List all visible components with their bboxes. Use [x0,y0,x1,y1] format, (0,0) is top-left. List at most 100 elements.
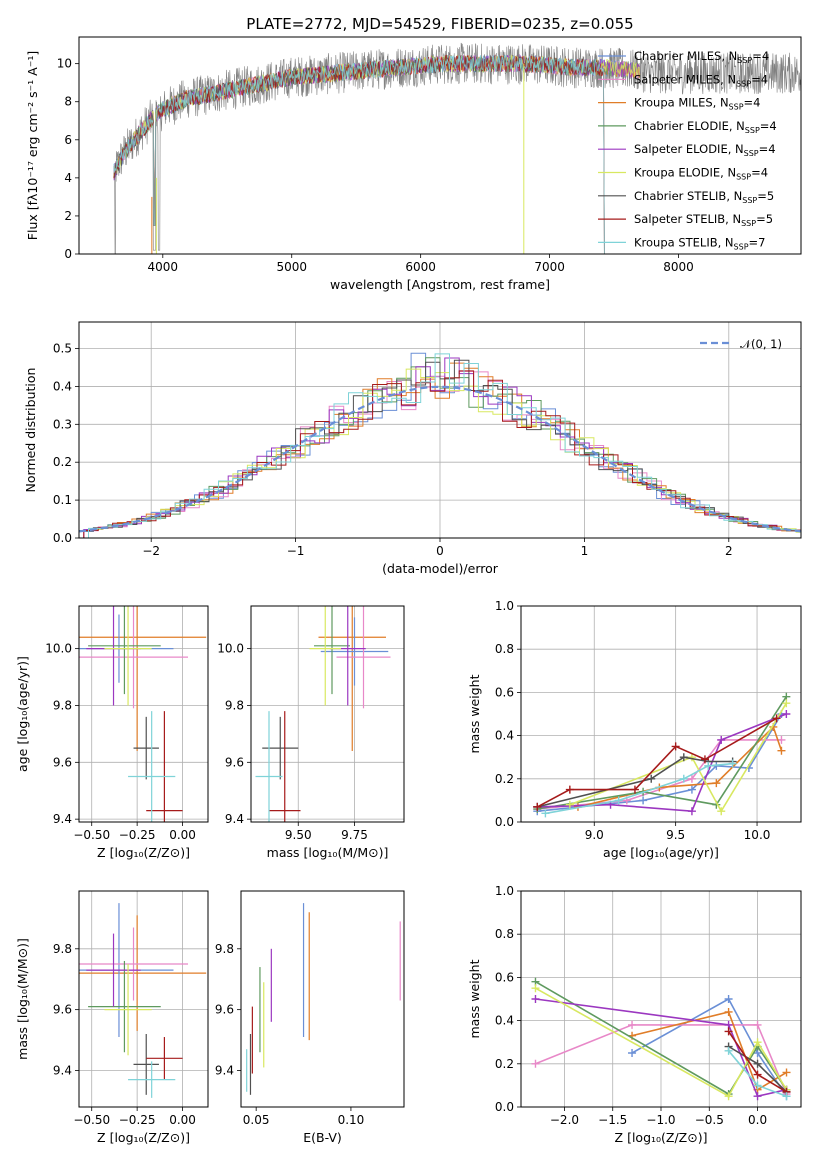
mass-vs-ebv-panel: 0.05 0.10 9.4 9.6 9.8 E(B-V) [215,890,405,1145]
y-tick-label: 4 [64,171,72,185]
legend-label: Chabrier ELODIE, N [634,119,745,133]
y-tick-label: 0.8 [495,927,514,941]
y-tick-label: 9.6 [215,1003,234,1017]
x-tick-label: −1.0 [646,1113,675,1127]
y-tick-label: 0.4 [495,729,514,743]
x-tick-label: −0.25 [119,828,156,842]
y-tick-label: 9.4 [215,1063,234,1077]
plot-area [79,352,801,538]
x-tick-label: 8000 [663,260,694,274]
legend-sub: SSP [729,103,744,112]
series-line-KroupaELODIE [569,702,787,813]
y-tick-label: 0.5 [53,342,72,356]
axes-frame [240,890,405,1108]
x-tick-label: 2 [725,544,733,558]
marker-SalpeterSTELIB [724,1027,733,1036]
y-tick-label: 9.6 [225,755,244,769]
legend-sub: SSP [745,126,760,135]
y-axis-label: mass [log₁₀(M/M⊙)] [15,938,30,1060]
marker-KroupaSTELIB [728,759,737,768]
marker-KroupaSTELIB [782,1092,791,1101]
x-tick-label: 0.0 [748,1113,767,1127]
series-line-KroupaMILES [577,725,783,808]
legend-entry-KroupaMILES: Kroupa MILES, NSSP=4 [634,96,760,112]
series-line-ChabrierMILES [631,997,788,1097]
plot-area [113,42,801,254]
y-tick-label: 10.0 [217,642,244,656]
y-tick-label: 0.2 [495,772,514,786]
legend-sub: SSP [736,173,751,182]
legend-value: =4 [751,72,768,86]
marker-SalpeterSTELIB [565,785,574,794]
series-line-SalpeterMILES [535,1024,788,1095]
y-tick-label: 9.6 [53,755,72,769]
marker-ChabrierMILES [628,1049,637,1057]
legend-label: Kroupa MILES, N [634,96,729,110]
y-tick-label: 9.8 [225,698,244,712]
marker-ChabrierSTELIB [753,1059,762,1068]
legend-label: Salpeter ELODIE, N [634,142,744,156]
marker-SalpeterSTELIB [671,742,680,751]
x-tick-label: −0.50 [73,828,110,842]
legend-label: Salpeter MILES, N [634,72,736,86]
plot-area [79,903,207,1098]
axes-frame [78,36,802,255]
x-tick-label: −2 [142,544,160,558]
y-axis-label: Normed distribution [23,368,38,493]
x-tick-label: 7000 [534,260,565,274]
marker-ChabrierMILES [687,785,696,794]
y-tick-label: 9.4 [53,812,72,826]
marker-SalpeterSTELIB [533,802,542,811]
legend-sub: SSP [736,79,751,88]
histogram-KroupaSTELIB [88,353,801,538]
marker-KroupaSTELIB [679,774,688,783]
y-tick-label: 0.6 [495,970,514,984]
x-tick-label: 1 [581,544,589,558]
x-tick-label: −1 [287,544,305,558]
marker-KroupaMILES [724,1007,733,1016]
x-tick-label: −0.25 [119,1113,156,1127]
x-tick-label: 0.00 [169,1113,196,1127]
y-tick-label: 1.0 [495,599,514,613]
legend-sub: SSP [742,196,757,205]
marker-ChabrierMILES [724,995,733,1003]
y-tick-label: 9.4 [225,812,244,826]
x-axis-label: E(B-V) [303,1130,342,1145]
marker-SalpeterELODIE [531,995,540,1003]
y-tick-label: 9.8 [53,942,72,956]
legend-value: =4 [751,166,768,180]
series-line-ChabrierMILES [537,713,783,812]
y-tick-label: 0.4 [53,379,72,393]
x-tick-label: 9.5 [666,828,685,842]
legend-value: =5 [756,212,773,226]
y-tick-label: 0.2 [53,455,72,469]
marker-SalpeterMILES [628,1020,637,1029]
marker-SalpeterSTELIB [772,714,781,723]
legend-entry-ChabrierMILES: Chabrier MILES, NSSP=4 [634,49,769,65]
y-tick-label: 0.8 [495,642,514,656]
histogram-ChabrierSTELIB [79,359,801,538]
marker-KroupaMILES [777,746,786,755]
y-tick-label: 1.0 [495,884,514,898]
marker-KroupaELODIE [717,807,726,816]
marker-KroupaSTELIB [704,761,713,770]
marker-ChabrierSTELIB [647,774,656,783]
y-axis-label: mass weight [467,959,482,1038]
x-axis-label: age [log₁₀(age/yr)] [603,845,719,860]
plot-area [79,606,207,822]
axes-frame [78,605,209,823]
marker-SalpeterELODIE [687,807,696,816]
x-axis-label: Z [log₁₀(Z/Z⊙)] [97,845,190,860]
axes-frame [250,605,405,823]
y-tick-label: 0.4 [495,1014,514,1028]
y-tick-label: 0.0 [53,531,72,545]
marker-KroupaMILES [782,1068,791,1077]
marker-KroupaELODIE [687,753,696,762]
legend-label: Chabrier STELIB, N [634,189,742,203]
legend-label: Salpeter STELIB, N [634,212,741,226]
legend-value: =4 [752,49,769,63]
legend-value: =4 [760,119,777,133]
legend-sub: SSP [744,149,759,158]
plot-area [533,692,791,818]
model-spectrum-ChabrierSTELIB [113,54,605,254]
